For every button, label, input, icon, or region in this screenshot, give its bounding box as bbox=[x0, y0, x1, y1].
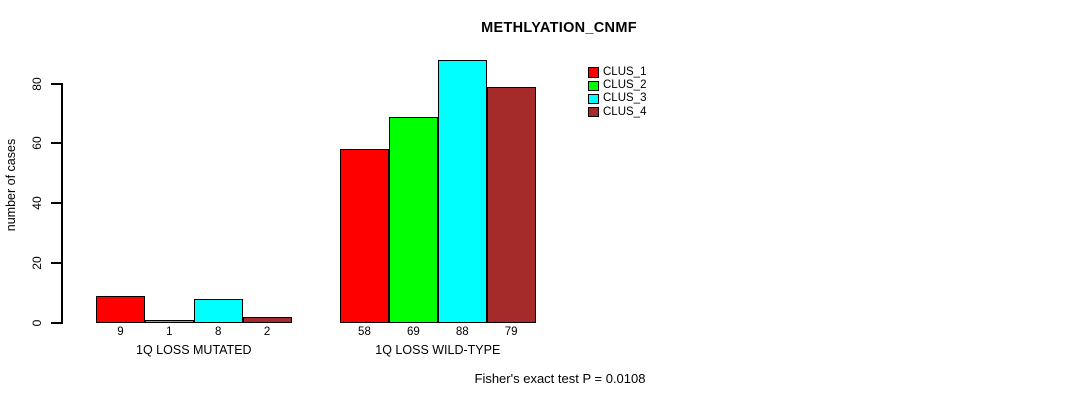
bar-clus_3-1 bbox=[193, 298, 243, 323]
legend-item-clus_2: CLUS_2 bbox=[588, 79, 646, 92]
legend-swatch bbox=[588, 67, 599, 78]
y-tick-mark bbox=[51, 202, 62, 205]
legend: CLUS_1 CLUS_2 CLUS_3 CLUS_4 bbox=[588, 66, 646, 119]
y-tick-mark bbox=[51, 82, 62, 85]
bar-clus_2-2 bbox=[388, 116, 438, 323]
bar-value-label: 58 bbox=[358, 326, 371, 338]
legend-label: CLUS_1 bbox=[603, 66, 647, 78]
stat-annotation: Fisher's exact test P = 0.0108 bbox=[474, 371, 646, 386]
bar-clus_3-2 bbox=[437, 59, 487, 323]
chart-title: METHLYATION_CNMF bbox=[481, 20, 637, 36]
y-tick-label: 40 bbox=[30, 196, 44, 210]
y-tick-mark bbox=[51, 261, 62, 264]
bar-clus_1-1 bbox=[96, 295, 145, 323]
bar-value-label: 2 bbox=[263, 326, 271, 338]
legend-item-clus_4: CLUS_4 bbox=[588, 106, 646, 119]
legend-swatch bbox=[588, 106, 599, 118]
y-tick-label: 80 bbox=[30, 77, 44, 91]
y-axis-line bbox=[61, 83, 63, 324]
y-tick-label: 60 bbox=[30, 136, 44, 151]
bar-clus_2-1 bbox=[144, 319, 194, 323]
y-tick-label: 20 bbox=[30, 256, 44, 270]
legend-label: CLUS_2 bbox=[603, 79, 647, 92]
bar-value-label: 1 bbox=[166, 326, 173, 338]
legend-swatch bbox=[588, 80, 599, 92]
bar-clus_4-2 bbox=[486, 86, 536, 323]
y-axis-label: number of cases bbox=[4, 138, 18, 232]
y-tick-mark bbox=[51, 142, 62, 145]
legend-label: CLUS_4 bbox=[603, 105, 647, 118]
bar-value-label: 79 bbox=[504, 326, 518, 338]
legend-item-clus_1: CLUS_1 bbox=[588, 66, 646, 79]
group-label: 1Q LOSS MUTATED bbox=[136, 343, 252, 357]
bar-value-label: 9 bbox=[117, 326, 124, 338]
bar-clus_1-2 bbox=[340, 149, 389, 323]
bar-value-label: 88 bbox=[455, 326, 469, 338]
bar-value-label: 69 bbox=[406, 326, 420, 338]
y-tick-mark bbox=[51, 321, 62, 324]
y-tick-label: 0 bbox=[30, 319, 44, 327]
group-label: 1Q LOSS WILD-TYPE bbox=[375, 343, 501, 357]
legend-label: CLUS_3 bbox=[603, 92, 647, 105]
bar-clus_4-1 bbox=[242, 316, 292, 323]
bar-value-label: 8 bbox=[215, 326, 222, 338]
legend-swatch bbox=[588, 93, 599, 105]
legend-item-clus_3: CLUS_3 bbox=[588, 92, 646, 105]
